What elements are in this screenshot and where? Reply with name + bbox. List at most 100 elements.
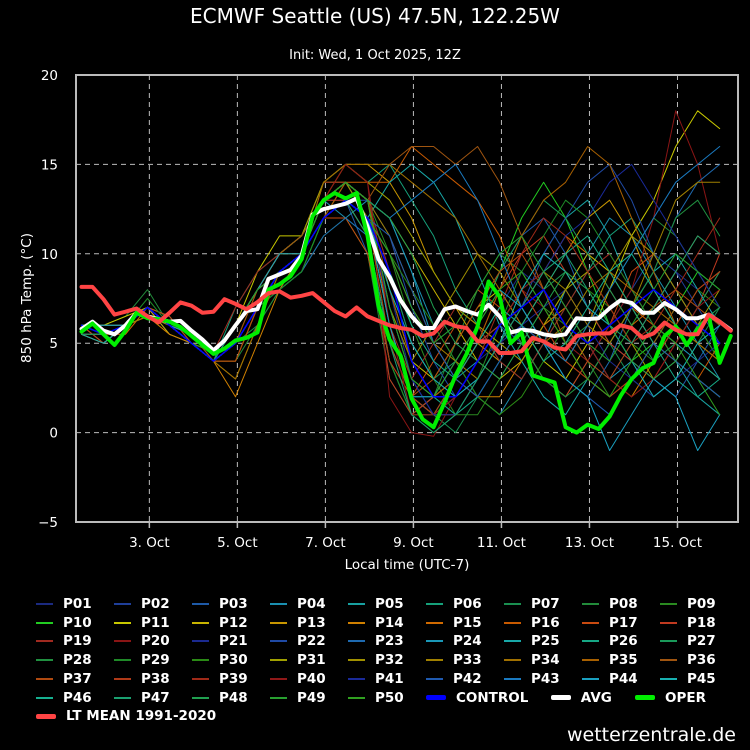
legend-label: P05 [375,596,404,612]
legend-label: P15 [453,614,482,631]
legend-item-p05: P05 [348,595,404,613]
legend-swatch [426,621,443,624]
legend-item-p04: P04 [270,595,326,613]
legend-swatch [582,621,599,624]
legend-label: P02 [141,596,170,612]
legend-swatch [582,659,599,662]
legend-item-oper: OPER [635,689,706,707]
legend-label: P49 [297,689,326,706]
legend-item-p10: P10 [36,614,92,632]
y-tick-label: 10 [41,247,58,263]
legend-swatch [504,677,521,680]
legend-swatch [114,659,131,662]
x-tick-label: 15. Oct [653,535,702,551]
legend-label: P33 [453,652,482,669]
legend-item-control: CONTROL [426,689,528,707]
legend-item-p32: P32 [348,651,404,669]
legend-label: P24 [453,633,482,650]
legend-swatch [36,659,53,662]
legend-label: P19 [63,633,92,650]
legend-label: P12 [219,614,248,631]
legend-item-p31: P31 [270,651,326,669]
legend-item-p26: P26 [582,632,638,650]
legend-item-avg: AVG [550,689,612,707]
grid [76,75,738,522]
legend-label: P20 [141,633,170,650]
legend-label: P13 [297,614,326,631]
legend-label: P38 [141,670,170,687]
legend-swatch [192,677,209,680]
legend-label: P43 [531,670,560,687]
legend-label: P27 [687,633,716,650]
legend-item-p33: P33 [426,651,482,669]
legend-label: P32 [375,652,404,669]
legend-item-p37: P37 [36,670,92,688]
legend-item-p01: P01 [36,595,92,613]
legend-swatch [192,621,209,624]
x-axis-label: Local time (UTC-7) [345,557,470,573]
legend-swatch [348,621,365,624]
legend-label: P17 [609,614,638,631]
legend-item-p15: P15 [426,614,482,632]
legend-item-p45: P45 [660,670,716,688]
legend-item-p38: P38 [114,670,170,688]
plot-frame [75,74,739,523]
x-tick-label: 5. Oct [217,535,258,551]
legend-label: P30 [219,652,248,669]
legend-item-p49: P49 [270,689,326,707]
legend-item-p13: P13 [270,614,326,632]
legend-item-p09: P09 [660,595,716,613]
legend-item-p48: P48 [192,689,248,707]
legend-swatch [426,640,443,643]
legend-swatch [36,696,53,699]
legend-swatch [36,621,53,624]
legend-label: P47 [141,689,170,706]
chart-subtitle: Init: Wed, 1 Oct 2025, 12Z [289,48,461,63]
legend-swatch [504,659,521,662]
legend-item-p08: P08 [582,595,638,613]
legend-item-p03: P03 [192,595,248,613]
legend-swatch [114,640,131,643]
legend-label: AVG [580,689,612,706]
legend-swatch [270,696,287,699]
x-tick-label: 9. Oct [393,535,434,551]
legend-swatch [114,621,131,624]
legend-swatch [270,677,287,680]
legend-swatch [504,621,521,624]
legend-item-p17: P17 [582,614,638,632]
legend-label: P37 [63,670,92,687]
legend-swatch [426,695,446,700]
legend-label: P08 [609,596,638,612]
legend-item-p50: P50 [348,689,404,707]
y-axis-label: 850 hPa Temp. (°C) [19,233,35,363]
legend-label: P03 [219,596,248,612]
legend-label: P22 [297,633,326,650]
legend-item-lt-mean-1991-2020: LT MEAN 1991-2020 [36,707,216,725]
legend-item-p23: P23 [348,632,404,650]
legend-swatch [36,677,53,680]
series-line-control [80,199,721,398]
x-tick-label: 3. Oct [129,535,170,551]
legend-item-p41: P41 [348,670,404,688]
legend-item-p11: P11 [114,614,170,632]
legend-item-p20: P20 [114,632,170,650]
ensemble-chart: −5 0 5 10 15 20 3. Oct 5. Oct 7. Oct 9. Oct 11. Oc… [19,68,739,573]
legend-label: P36 [687,652,716,669]
legend-label: P31 [297,652,326,669]
legend-item-p07: P07 [504,595,560,613]
legend-swatch [660,603,677,605]
legend-item-p02: P02 [114,595,170,613]
x-tick-label: 7. Oct [305,535,346,551]
y-tick-label: −5 [38,515,58,531]
legend-label: P01 [63,596,92,612]
legend-swatch [348,696,365,699]
legend-label: P45 [687,670,716,687]
legend-label: P41 [375,670,404,687]
legend-label: P29 [141,652,170,669]
legend-label: P40 [297,670,326,687]
legend-label: P35 [609,652,638,669]
legend-label: P04 [297,596,326,612]
legend-item-p43: P43 [504,670,560,688]
legend-label: P16 [531,614,560,631]
legend-item-p40: P40 [270,670,326,688]
